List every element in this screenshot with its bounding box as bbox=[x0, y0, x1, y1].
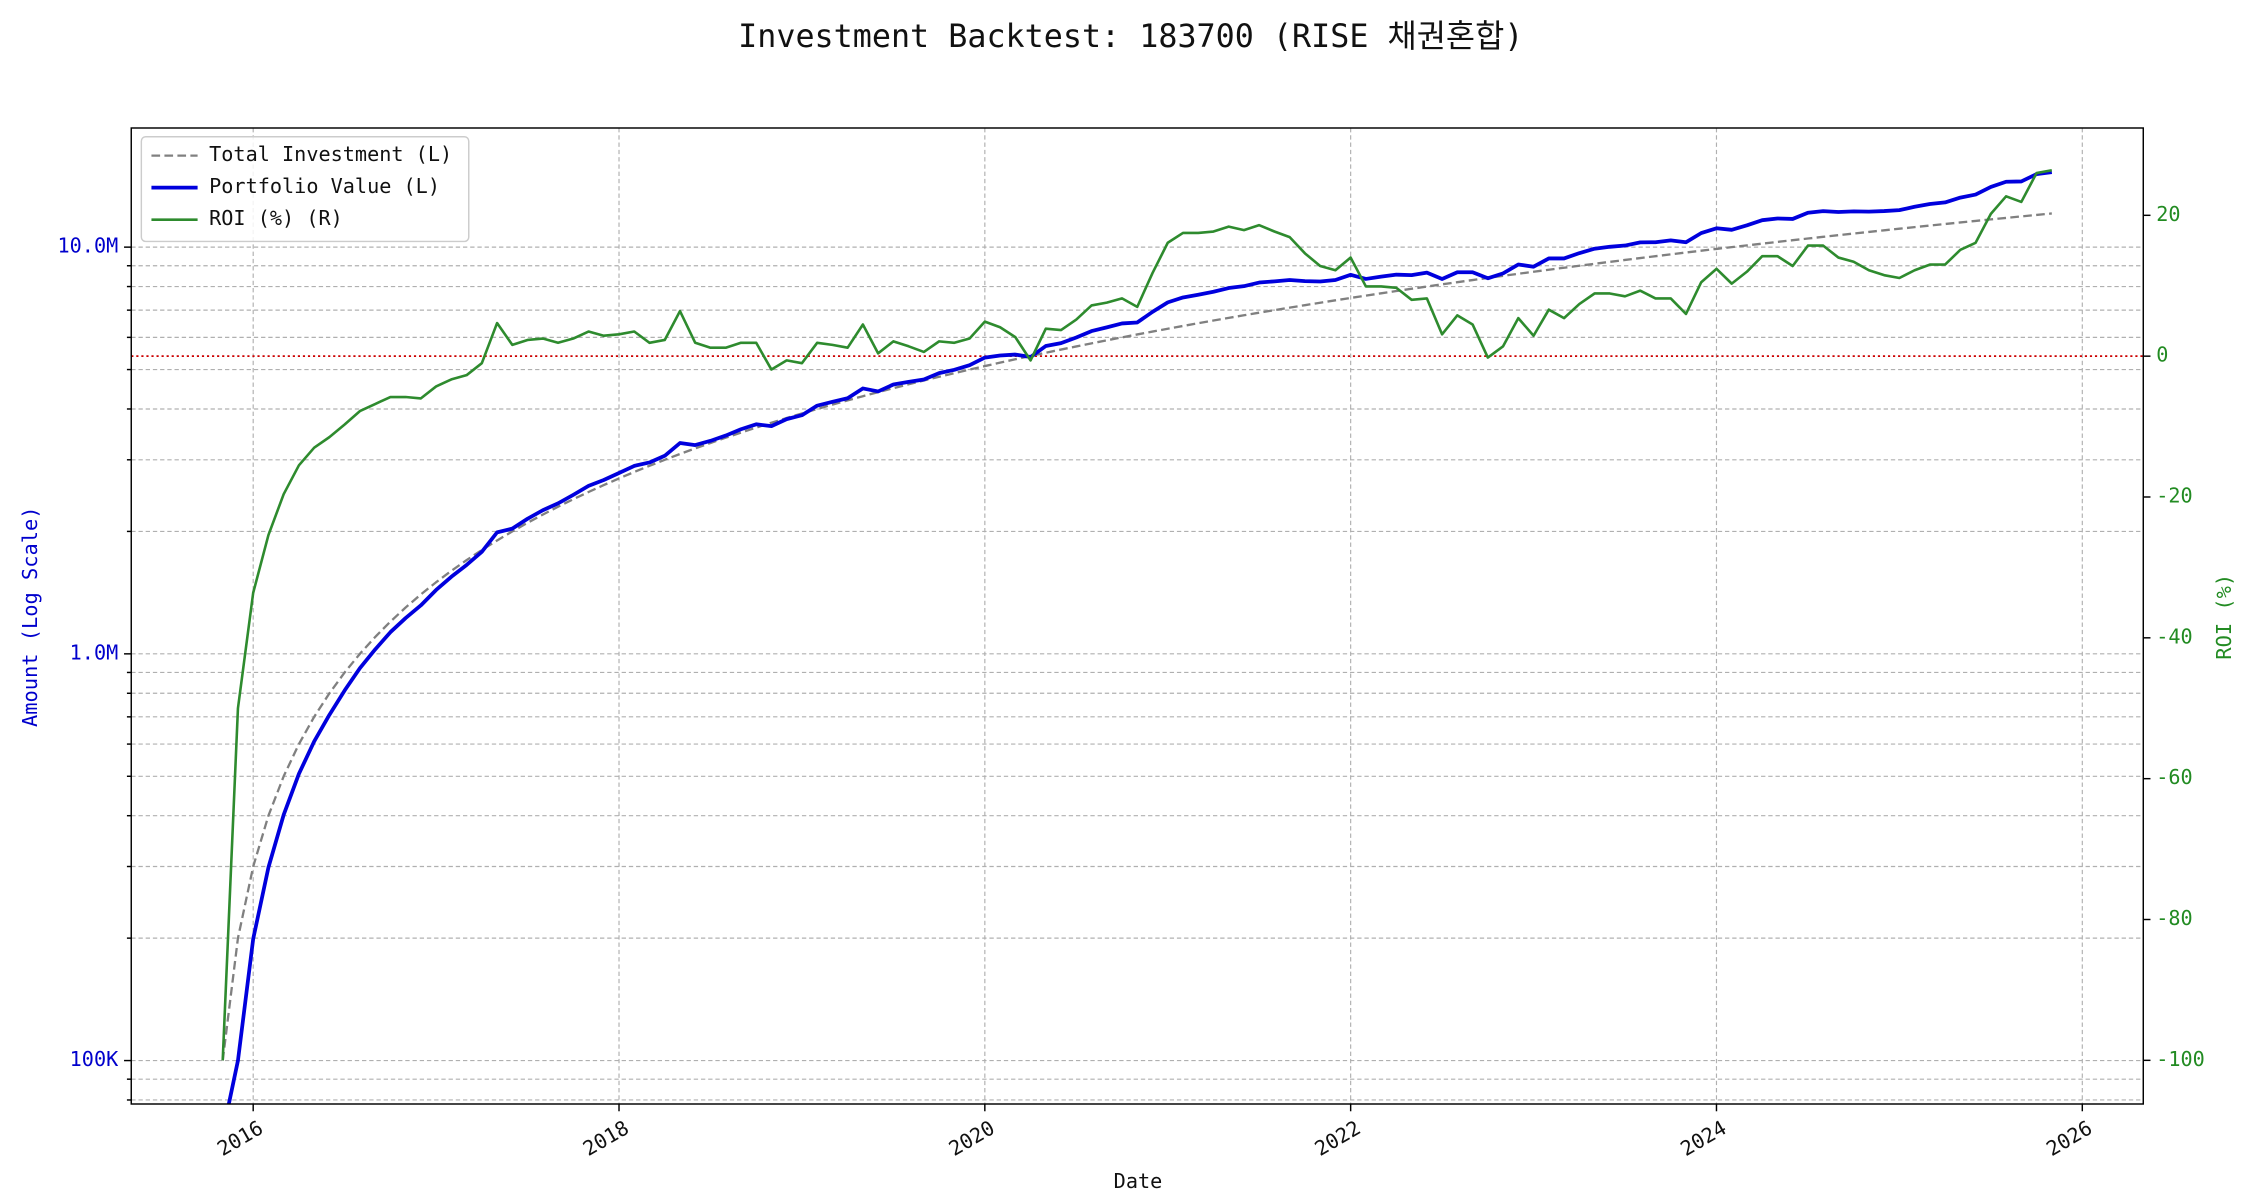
y2-tick-label: -40 bbox=[2156, 624, 2192, 648]
y-tick-label: 100K bbox=[70, 1047, 119, 1071]
series-line bbox=[221, 212, 2052, 1061]
legend: Total Investment (L) Portfolio Value (L) R… bbox=[140, 136, 470, 243]
y-tick-label: 1.0M bbox=[70, 640, 119, 664]
plot-frame bbox=[130, 127, 2144, 1105]
chart-title: Investment Backtest: 183700 (RISE 채권혼합) bbox=[738, 17, 1523, 55]
legend-box bbox=[140, 136, 470, 243]
y2-axis-label: ROI (%) bbox=[2212, 574, 2236, 660]
y2-tick-label: 20 bbox=[2156, 202, 2180, 226]
y2-tick-label: 0 bbox=[2156, 343, 2168, 367]
series-line bbox=[226, 170, 2053, 1104]
legend-label: ROI (%) (R) bbox=[209, 206, 343, 230]
legend-label: Total Investment (L) bbox=[209, 142, 452, 166]
y-tick-label: 10.0M bbox=[58, 234, 119, 258]
plot-area bbox=[131, 168, 2144, 1104]
y2-tick-label: -80 bbox=[2156, 906, 2192, 930]
y2-tick-label: -20 bbox=[2156, 483, 2192, 507]
y2-tick-label: -100 bbox=[2156, 1047, 2205, 1071]
y2-tick-label: -60 bbox=[2156, 765, 2192, 789]
y-axis-label: Amount (Log Scale) bbox=[18, 506, 42, 727]
x-axis-label: Date bbox=[1114, 1169, 1163, 1193]
grid bbox=[124, 128, 2151, 1112]
legend-label: Portfolio Value (L) bbox=[209, 174, 440, 198]
series-line bbox=[221, 168, 2053, 1061]
